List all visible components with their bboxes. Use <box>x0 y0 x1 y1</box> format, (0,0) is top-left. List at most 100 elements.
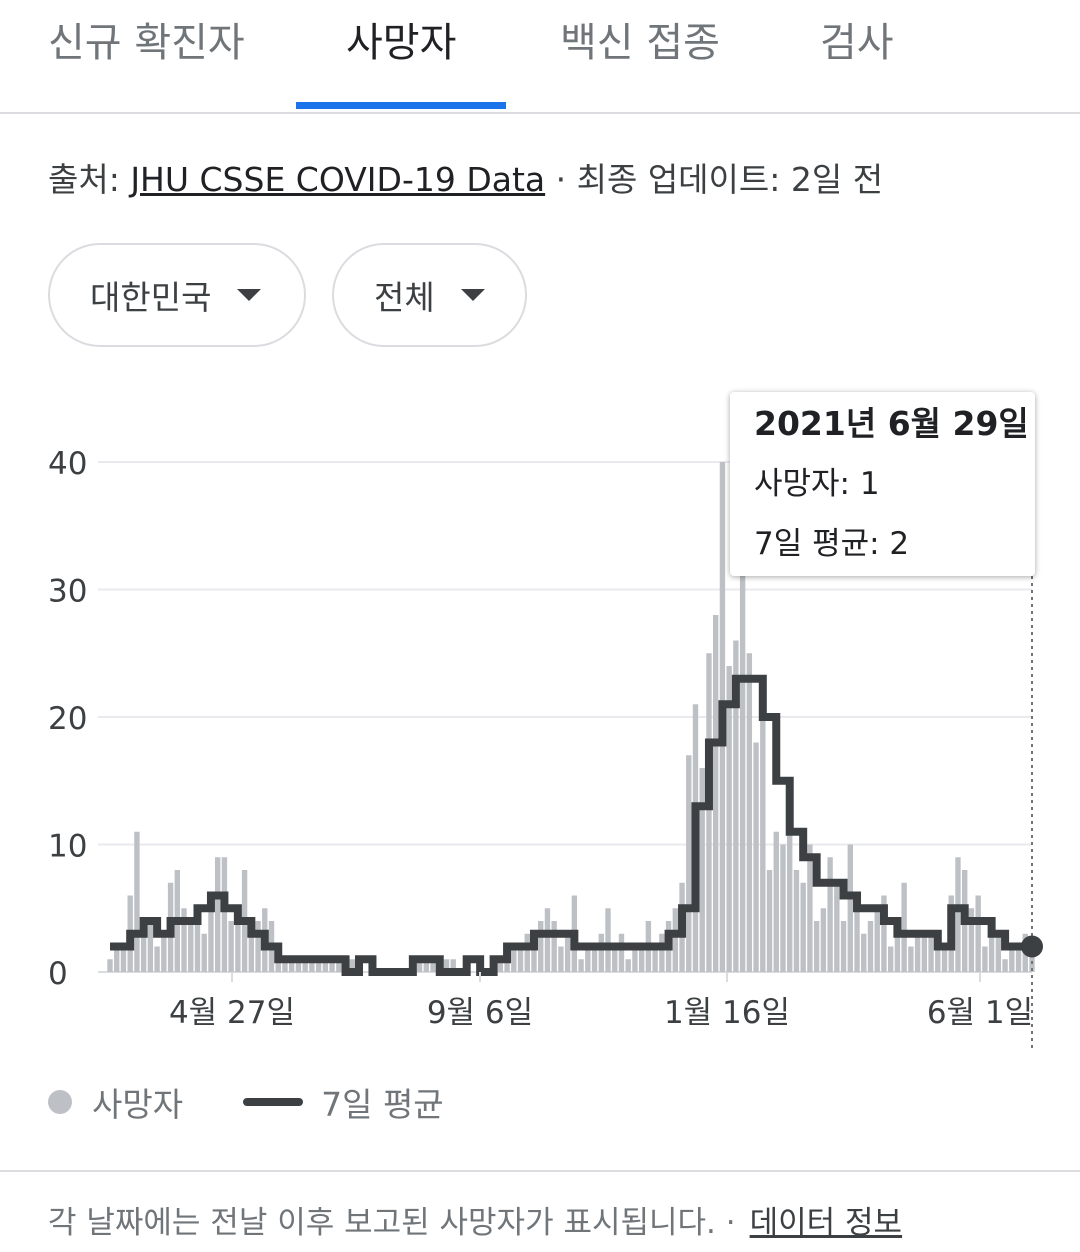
deaths-bar <box>524 933 530 972</box>
source-line: 출처: JHU CSSE COVID-19 Data · 최종 업데이트: 2일… <box>48 153 883 201</box>
deaths-bar <box>282 959 288 972</box>
y-tick-label: 10 <box>48 829 87 865</box>
deaths-bar <box>874 908 880 972</box>
legend-deaths-swatch <box>48 1090 72 1114</box>
data-info-link[interactable]: 데이터 정보 <box>749 1205 903 1241</box>
source-prefix: 출처: <box>48 160 131 199</box>
deaths-bar <box>618 933 625 972</box>
deaths-bar <box>538 921 544 972</box>
deaths-bar <box>1029 946 1035 972</box>
tab-deaths[interactable]: 사망자 <box>346 20 457 66</box>
deaths-bar <box>672 908 679 972</box>
deaths-bar <box>713 615 719 972</box>
deaths-bar <box>315 959 322 972</box>
chart-legend: 사망자 7일 평균 <box>48 1078 444 1126</box>
deaths-bar <box>901 882 907 972</box>
deaths-bar <box>787 819 793 972</box>
deaths-bar <box>820 908 827 972</box>
deaths-bar <box>322 959 329 972</box>
deaths-bar <box>766 870 773 972</box>
footer-note: 각 날짜에는 전날 이후 보고된 사망자가 표시됩니다. · 데이터 정보 <box>48 1197 902 1242</box>
tooltip-date: 2021년 6월 29일 <box>754 404 1029 443</box>
deaths-bar <box>578 959 584 972</box>
deaths-bar <box>968 908 975 972</box>
deaths-bar <box>295 959 302 972</box>
deaths-bar <box>188 921 194 972</box>
region-dropdown-label: 대한민국 <box>90 278 212 317</box>
deaths-bar <box>760 678 766 972</box>
x-axis: 4월 27일 9월 6일 1월 16일 6월 1일 <box>169 972 1033 1031</box>
deaths-bar <box>302 959 308 972</box>
deaths-bar <box>780 844 786 972</box>
deaths-bar <box>309 959 315 972</box>
y-tick-label: 40 <box>48 446 87 482</box>
deaths-bar <box>625 959 631 972</box>
deaths-bar <box>1015 946 1022 972</box>
y-axis: 0 10 20 30 40 <box>48 446 87 992</box>
deaths-bar <box>807 844 813 972</box>
deaths-bar <box>154 946 160 972</box>
deaths-bar <box>834 882 840 972</box>
deaths-bar <box>632 946 638 972</box>
deaths-chart[interactable]: 0 10 20 30 40 4월 27일 9월 6일 1월 16일 6월 1일 <box>0 380 1080 1070</box>
deaths-bar <box>887 946 894 972</box>
deaths-bar <box>706 653 712 972</box>
y-tick-label: 30 <box>48 574 87 610</box>
region-dropdown[interactable]: 대한민국 <box>48 243 306 347</box>
deaths-bar <box>605 908 611 972</box>
dropdown-arrow-icon <box>460 289 485 301</box>
deaths-bar <box>114 946 120 972</box>
deaths-bar <box>531 933 537 972</box>
deaths-bar <box>914 933 921 972</box>
scope-dropdown-label: 전체 <box>374 278 435 317</box>
deaths-bar <box>208 895 214 972</box>
legend-average-swatch <box>243 1098 304 1106</box>
deaths-bar <box>585 946 591 972</box>
deaths-bar <box>827 857 833 972</box>
deaths-bar <box>551 921 557 972</box>
deaths-bar <box>201 933 207 972</box>
tab-new-cases[interactable]: 신규 확진자 <box>48 20 245 66</box>
deaths-bar <box>847 844 853 972</box>
deaths-bar <box>517 946 524 972</box>
hover-point <box>1021 935 1043 958</box>
deaths-bar <box>928 933 934 972</box>
deaths-bar <box>982 946 988 972</box>
deaths-bar <box>854 895 860 972</box>
deaths-bar <box>194 908 201 972</box>
source-link[interactable]: JHU CSSE COVID-19 Data <box>130 160 546 199</box>
scope-dropdown[interactable]: 전체 <box>332 243 527 347</box>
dropdown-arrow-icon <box>237 289 262 301</box>
deaths-bar <box>564 933 571 972</box>
x-tick-label: 1월 16일 <box>664 995 790 1031</box>
tab-bar: 신규 확진자 사망자 백신 접종 검사 <box>0 0 1080 114</box>
deaths-bar <box>800 882 806 972</box>
deaths-bar <box>544 908 551 972</box>
deaths-bar <box>773 831 779 972</box>
deaths-bar <box>793 870 800 972</box>
legend-deaths-label: 사망자 <box>92 1085 184 1124</box>
deaths-bar <box>329 959 335 972</box>
tab-testing[interactable]: 검사 <box>820 20 894 66</box>
deaths-bar <box>591 946 598 972</box>
deaths-bar <box>443 959 450 972</box>
deaths-bar <box>423 959 429 972</box>
active-tab-indicator <box>296 102 506 109</box>
deaths-bar <box>161 933 167 972</box>
footer-divider <box>0 1170 1080 1172</box>
chart-tooltip: 2021년 6월 29일 사망자: 1 7일 평균: 2 <box>730 392 1035 576</box>
deaths-bar <box>221 857 228 972</box>
deaths-bar <box>659 933 665 972</box>
x-tick-label: 9월 6일 <box>427 995 533 1031</box>
deaths-bar <box>753 742 759 972</box>
deaths-bar <box>255 921 261 972</box>
deaths-bar <box>430 959 436 972</box>
deaths-bar <box>840 921 847 972</box>
tab-vaccinations[interactable]: 백신 접종 <box>560 20 720 66</box>
deaths-bar <box>107 959 113 972</box>
deaths-bar <box>416 959 423 972</box>
deaths-bar <box>349 959 355 972</box>
deaths-bar <box>248 933 255 972</box>
deaths-bar <box>941 946 948 972</box>
deaths-bar <box>894 933 901 972</box>
